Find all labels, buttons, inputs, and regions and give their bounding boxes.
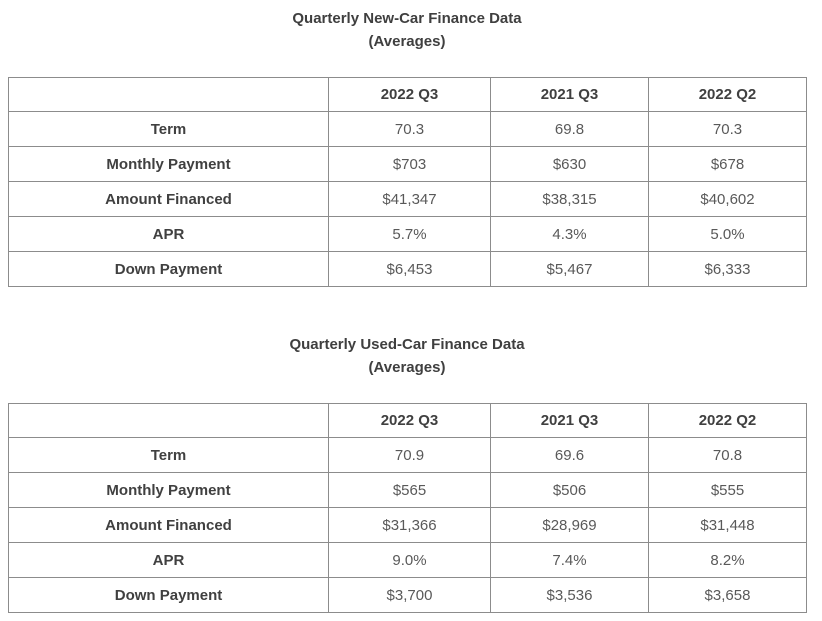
- header-row: 2022 Q3 2021 Q3 2022 Q2: [8, 403, 807, 438]
- row-label: Term: [8, 437, 329, 473]
- row-value: 5.0%: [648, 216, 807, 252]
- row-value: $5,467: [490, 251, 649, 287]
- column-header-2022-q3: 2022 Q3: [328, 77, 491, 112]
- table-row: Down Payment $6,453 $5,467 $6,333: [8, 251, 807, 287]
- column-header-2022-q3: 2022 Q3: [328, 403, 491, 438]
- column-header-2021-q3: 2021 Q3: [490, 77, 649, 112]
- column-header-2021-q3: 2021 Q3: [490, 403, 649, 438]
- used-car-table-subtitle: (Averages): [368, 359, 446, 376]
- row-value: $3,658: [648, 577, 807, 613]
- used-car-finance-table: 2022 Q3 2021 Q3 2022 Q2 Term 70.9 69.6 70.8…: [8, 403, 807, 613]
- row-value: 70.8: [648, 437, 807, 473]
- row-value: $6,333: [648, 251, 807, 287]
- row-value: $703: [328, 146, 491, 182]
- row-value: $3,536: [490, 577, 649, 613]
- row-value: $6,453: [328, 251, 491, 287]
- corner-cell: [8, 403, 329, 438]
- table-row: APR 9.0% 7.4% 8.2%: [8, 542, 807, 578]
- table-row: Down Payment $3,700 $3,536 $3,658: [8, 577, 807, 613]
- table-row: APR 5.7% 4.3% 5.0%: [8, 216, 807, 252]
- row-value: $506: [490, 472, 649, 508]
- row-value: 70.3: [328, 111, 491, 147]
- used-car-finance-section: Quarterly Used-Car Finance Data (Average…: [8, 333, 807, 613]
- row-value: $41,347: [328, 181, 491, 217]
- new-car-finance-section: Quarterly New-Car Finance Data (Averages…: [8, 7, 807, 287]
- row-value: $40,602: [648, 181, 807, 217]
- new-car-table-subtitle: (Averages): [368, 33, 446, 50]
- row-value: $28,969: [490, 507, 649, 543]
- table-row: Monthly Payment $703 $630 $678: [8, 146, 807, 182]
- row-label: Term: [8, 111, 329, 147]
- row-label: APR: [8, 542, 329, 578]
- corner-cell: [8, 77, 329, 112]
- column-header-2022-q2: 2022 Q2: [648, 77, 807, 112]
- row-value: $678: [648, 146, 807, 182]
- row-label: Down Payment: [8, 577, 329, 613]
- row-value: $630: [490, 146, 649, 182]
- table-row: Monthly Payment $565 $506 $555: [8, 472, 807, 508]
- new-car-finance-table: 2022 Q3 2021 Q3 2022 Q2 Term 70.3 69.8 70.3…: [8, 77, 807, 287]
- header-row: 2022 Q3 2021 Q3 2022 Q2: [8, 77, 807, 112]
- row-value: 8.2%: [648, 542, 807, 578]
- row-value: $3,700: [328, 577, 491, 613]
- table-row: Amount Financed $31,366 $28,969 $31,448: [8, 507, 807, 543]
- row-value: 70.3: [648, 111, 807, 147]
- row-value: 5.7%: [328, 216, 491, 252]
- new-car-table-title: Quarterly New-Car Finance Data: [292, 10, 522, 27]
- row-label: Amount Financed: [8, 181, 329, 217]
- row-value: $565: [328, 472, 491, 508]
- row-value: $31,448: [648, 507, 807, 543]
- row-value: 69.8: [490, 111, 649, 147]
- row-value: 9.0%: [328, 542, 491, 578]
- row-label: APR: [8, 216, 329, 252]
- row-value: $555: [648, 472, 807, 508]
- used-car-table-title: Quarterly Used-Car Finance Data: [289, 336, 525, 353]
- row-label: Down Payment: [8, 251, 329, 287]
- row-label: Monthly Payment: [8, 472, 329, 508]
- row-value: $31,366: [328, 507, 491, 543]
- column-header-2022-q2: 2022 Q2: [648, 403, 807, 438]
- row-value: 4.3%: [490, 216, 649, 252]
- row-value: 7.4%: [490, 542, 649, 578]
- row-value: 69.6: [490, 437, 649, 473]
- table-row: Term 70.9 69.6 70.8: [8, 437, 807, 473]
- table-row: Amount Financed $41,347 $38,315 $40,602: [8, 181, 807, 217]
- table-row: Term 70.3 69.8 70.3: [8, 111, 807, 147]
- row-value: $38,315: [490, 181, 649, 217]
- row-label: Monthly Payment: [8, 146, 329, 182]
- row-value: 70.9: [328, 437, 491, 473]
- row-label: Amount Financed: [8, 507, 329, 543]
